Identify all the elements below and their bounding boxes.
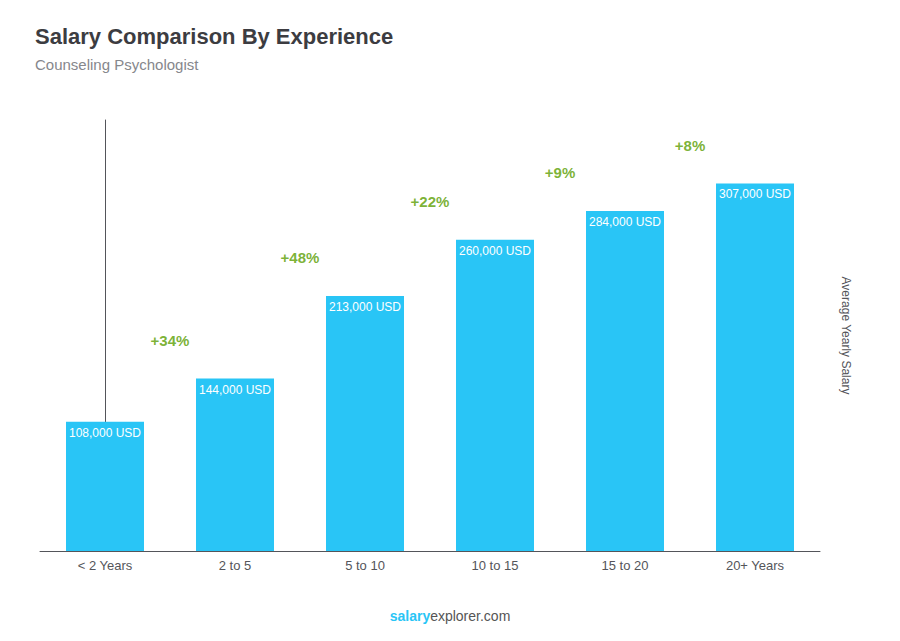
svg-text:+34%: +34% bbox=[151, 332, 190, 349]
svg-text:284,000 USD: 284,000 USD bbox=[589, 215, 661, 229]
svg-text:213,000 USD: 213,000 USD bbox=[329, 300, 401, 314]
svg-text:+9%: +9% bbox=[545, 164, 575, 181]
svg-text:10 to 15: 10 to 15 bbox=[472, 558, 519, 573]
svg-text:2 to 5: 2 to 5 bbox=[219, 558, 252, 573]
svg-text:Salary Comparison By Experienc: Salary Comparison By Experience bbox=[35, 24, 393, 49]
svg-text:260,000 USD: 260,000 USD bbox=[459, 244, 531, 258]
svg-text:Counseling Psychologist: Counseling Psychologist bbox=[35, 56, 199, 73]
svg-text:5 to 10: 5 to 10 bbox=[345, 558, 385, 573]
svg-text:Average Yearly Salary: Average Yearly Salary bbox=[839, 277, 853, 395]
svg-text:+48%: +48% bbox=[281, 249, 320, 266]
svg-text:15 to 20: 15 to 20 bbox=[602, 558, 649, 573]
svg-text:144,000 USD: 144,000 USD bbox=[199, 383, 271, 397]
svg-text:explorer.com: explorer.com bbox=[430, 608, 510, 624]
svg-text:salary: salary bbox=[390, 608, 431, 624]
svg-text:307,000 USD: 307,000 USD bbox=[719, 187, 791, 201]
svg-text:20+ Years: 20+ Years bbox=[726, 558, 785, 573]
svg-text:+22%: +22% bbox=[411, 193, 450, 210]
svg-text:108,000 USD: 108,000 USD bbox=[69, 426, 141, 440]
svg-text:< 2 Years: < 2 Years bbox=[78, 558, 133, 573]
svg-text:+8%: +8% bbox=[675, 137, 705, 154]
